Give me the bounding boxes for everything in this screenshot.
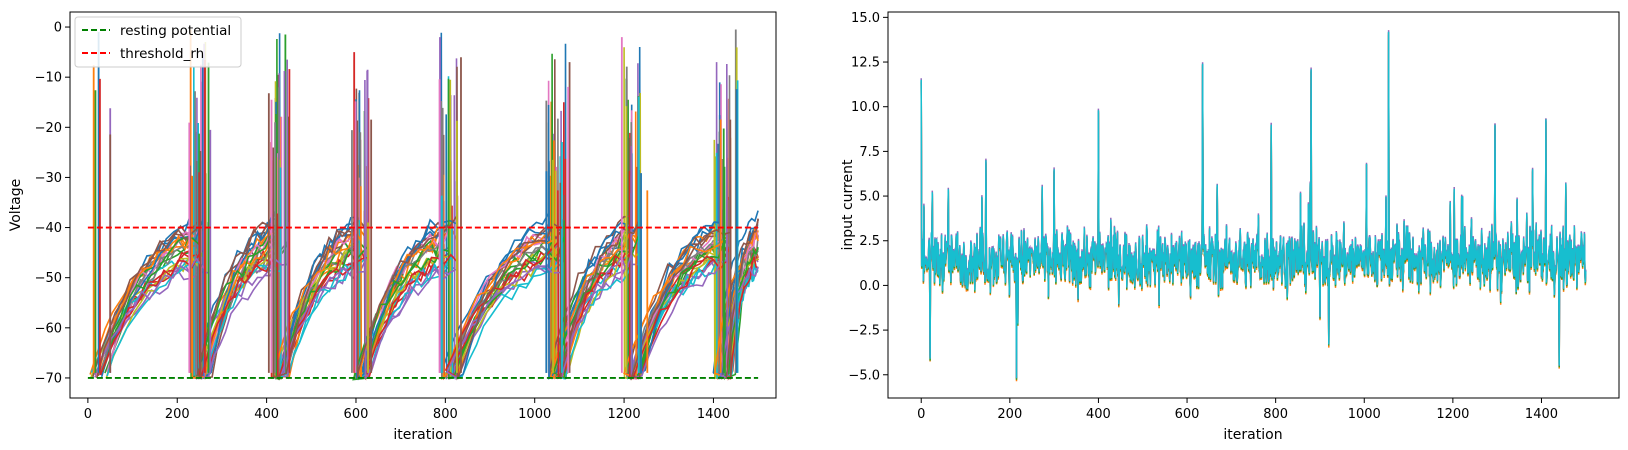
y-tick-label-1: −2.5 bbox=[848, 324, 880, 339]
voltage-chart: 0 200 400 600 800 1000 1200 1400 −70 −60 −50 −40 −30… bbox=[8, 11, 777, 443]
x-tick-label-1: 200 bbox=[997, 407, 1022, 422]
x-tick-label-0: 0 bbox=[917, 407, 925, 422]
voltage-ylabel: Voltage bbox=[8, 179, 24, 232]
y-tick-label-2: −50 bbox=[35, 271, 62, 286]
x-tick-label-5: 1000 bbox=[518, 407, 551, 422]
y-tick-label-0: −5.0 bbox=[848, 368, 880, 383]
voltage-xlabel: iteration bbox=[393, 427, 452, 443]
voltage-legend: resting potential threshold_rh bbox=[74, 16, 242, 68]
x-tick-label-5: 1000 bbox=[1348, 407, 1381, 422]
x-tick-label-4: 800 bbox=[1263, 407, 1288, 422]
x-tick-label-4: 800 bbox=[433, 407, 458, 422]
current-plot-frame bbox=[887, 11, 1620, 399]
x-tick-label-7: 1400 bbox=[697, 407, 730, 422]
current-series-4 bbox=[920, 31, 1587, 379]
current-ylabel: input current bbox=[840, 159, 856, 250]
x-tick-label-3: 600 bbox=[1175, 407, 1200, 422]
x-tick-label-1: 200 bbox=[165, 407, 190, 422]
y-tick-label-7: 12.5 bbox=[851, 56, 880, 71]
y-tick-label-6: −10 bbox=[35, 71, 62, 86]
y-tick-label-3: 2.5 bbox=[859, 234, 880, 249]
x-tick-label-3: 600 bbox=[344, 407, 369, 422]
y-tick-label-0: −70 bbox=[35, 371, 62, 386]
y-tick-label-4: 5.0 bbox=[859, 190, 880, 205]
x-tick-label-7: 1400 bbox=[1525, 407, 1558, 422]
x-tick-label-2: 400 bbox=[254, 407, 279, 422]
x-tick-label-6: 1200 bbox=[1436, 407, 1469, 422]
x-tick-label-0: 0 bbox=[84, 407, 92, 422]
current-xlabel: iteration bbox=[1223, 427, 1282, 443]
y-tick-label-2: 0.0 bbox=[859, 279, 880, 294]
neuron-trace-19 bbox=[106, 122, 759, 380]
current-axis-ticks: 0 200 400 600 800 1000 1200 1400 −5.0 −2.5 0.0 2.5 5… bbox=[848, 11, 1558, 422]
y-tick-label-7: 0 bbox=[54, 21, 62, 36]
input-current-chart: 0 200 400 600 800 1000 1200 1400 −5.0 −2.5 0.0 2.5 5… bbox=[840, 11, 1620, 443]
y-tick-label-6: 10.0 bbox=[851, 100, 880, 115]
legend-label-threshold: threshold_rh bbox=[120, 46, 204, 62]
y-tick-label-3: −40 bbox=[35, 221, 62, 236]
y-tick-label-1: −60 bbox=[35, 321, 62, 336]
x-tick-label-6: 1200 bbox=[608, 407, 641, 422]
y-tick-label-5: 7.5 bbox=[859, 145, 880, 160]
y-tick-label-5: −20 bbox=[35, 121, 62, 136]
x-tick-label-2: 400 bbox=[1086, 407, 1111, 422]
legend-box bbox=[74, 16, 242, 68]
voltage-axis-ticks: 0 200 400 600 800 1000 1200 1400 −70 −60 −50 −40 −30… bbox=[35, 21, 730, 422]
y-tick-label-4: −30 bbox=[35, 171, 62, 186]
input-current-traces bbox=[920, 30, 1587, 382]
y-tick-label-8: 15.0 bbox=[851, 11, 880, 26]
voltage-plot-frame bbox=[69, 11, 777, 399]
legend-label-resting: resting potential bbox=[120, 23, 231, 39]
voltage-traces bbox=[87, 29, 759, 381]
